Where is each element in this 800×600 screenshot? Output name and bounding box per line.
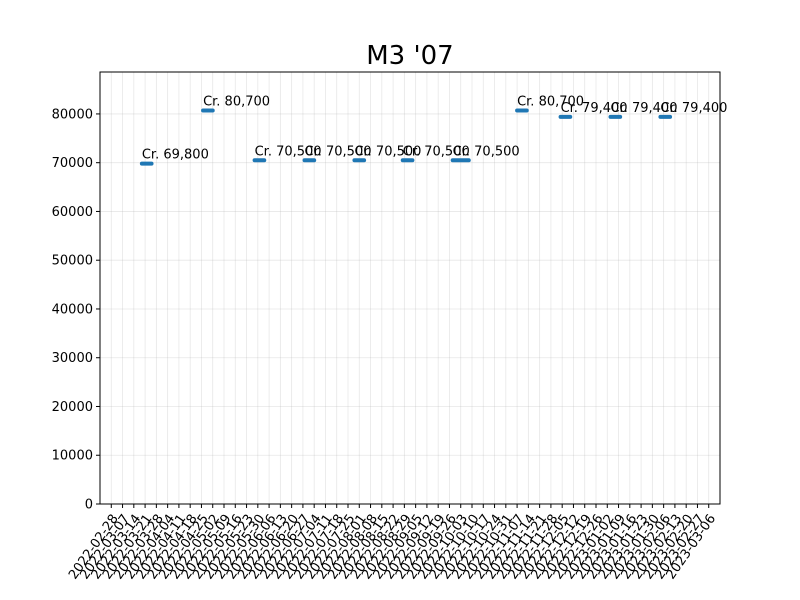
- data-label: Cr. 79,400: [610, 101, 677, 116]
- data-label: Cr. 79,400: [660, 101, 727, 116]
- data-label: Cr. 70,500: [403, 144, 470, 159]
- y-tick-label: 60000: [52, 205, 93, 220]
- y-tick-label: 30000: [52, 351, 93, 366]
- data-label: Cr. 79,400: [561, 101, 628, 116]
- y-axis: 0 10000 20000 30000 40000 50000 60000 70000 8000…: [52, 107, 100, 513]
- data-label: Cr. 70,500: [305, 144, 372, 159]
- y-tick-label: 70000: [52, 156, 93, 171]
- y-tick-label: 20000: [52, 400, 93, 415]
- data-label: Cr. 70,500: [453, 144, 520, 159]
- data-label: Cr. 70,500: [354, 144, 421, 159]
- data-label: Cr. 80,700: [517, 95, 584, 110]
- y-tick-label: 50000: [52, 254, 93, 269]
- grid-layer: [100, 72, 720, 505]
- y-tick-label: 40000: [52, 302, 93, 317]
- marks-layer: [139, 108, 673, 166]
- data-label: Cr. 70,500: [255, 144, 322, 159]
- plot-frame: [99, 71, 721, 505]
- data-label: Cr. 80,700: [203, 95, 270, 110]
- y-tick-label: 0: [85, 498, 93, 513]
- y-tick-label: 80000: [52, 107, 93, 122]
- data-label: Cr. 69,800: [142, 148, 209, 163]
- chart-title: M3 '07: [366, 41, 453, 71]
- y-tick-label: 10000: [52, 449, 93, 464]
- x-axis: 2022-02-282022-03-072022-03-142022-03-21…: [66, 504, 719, 582]
